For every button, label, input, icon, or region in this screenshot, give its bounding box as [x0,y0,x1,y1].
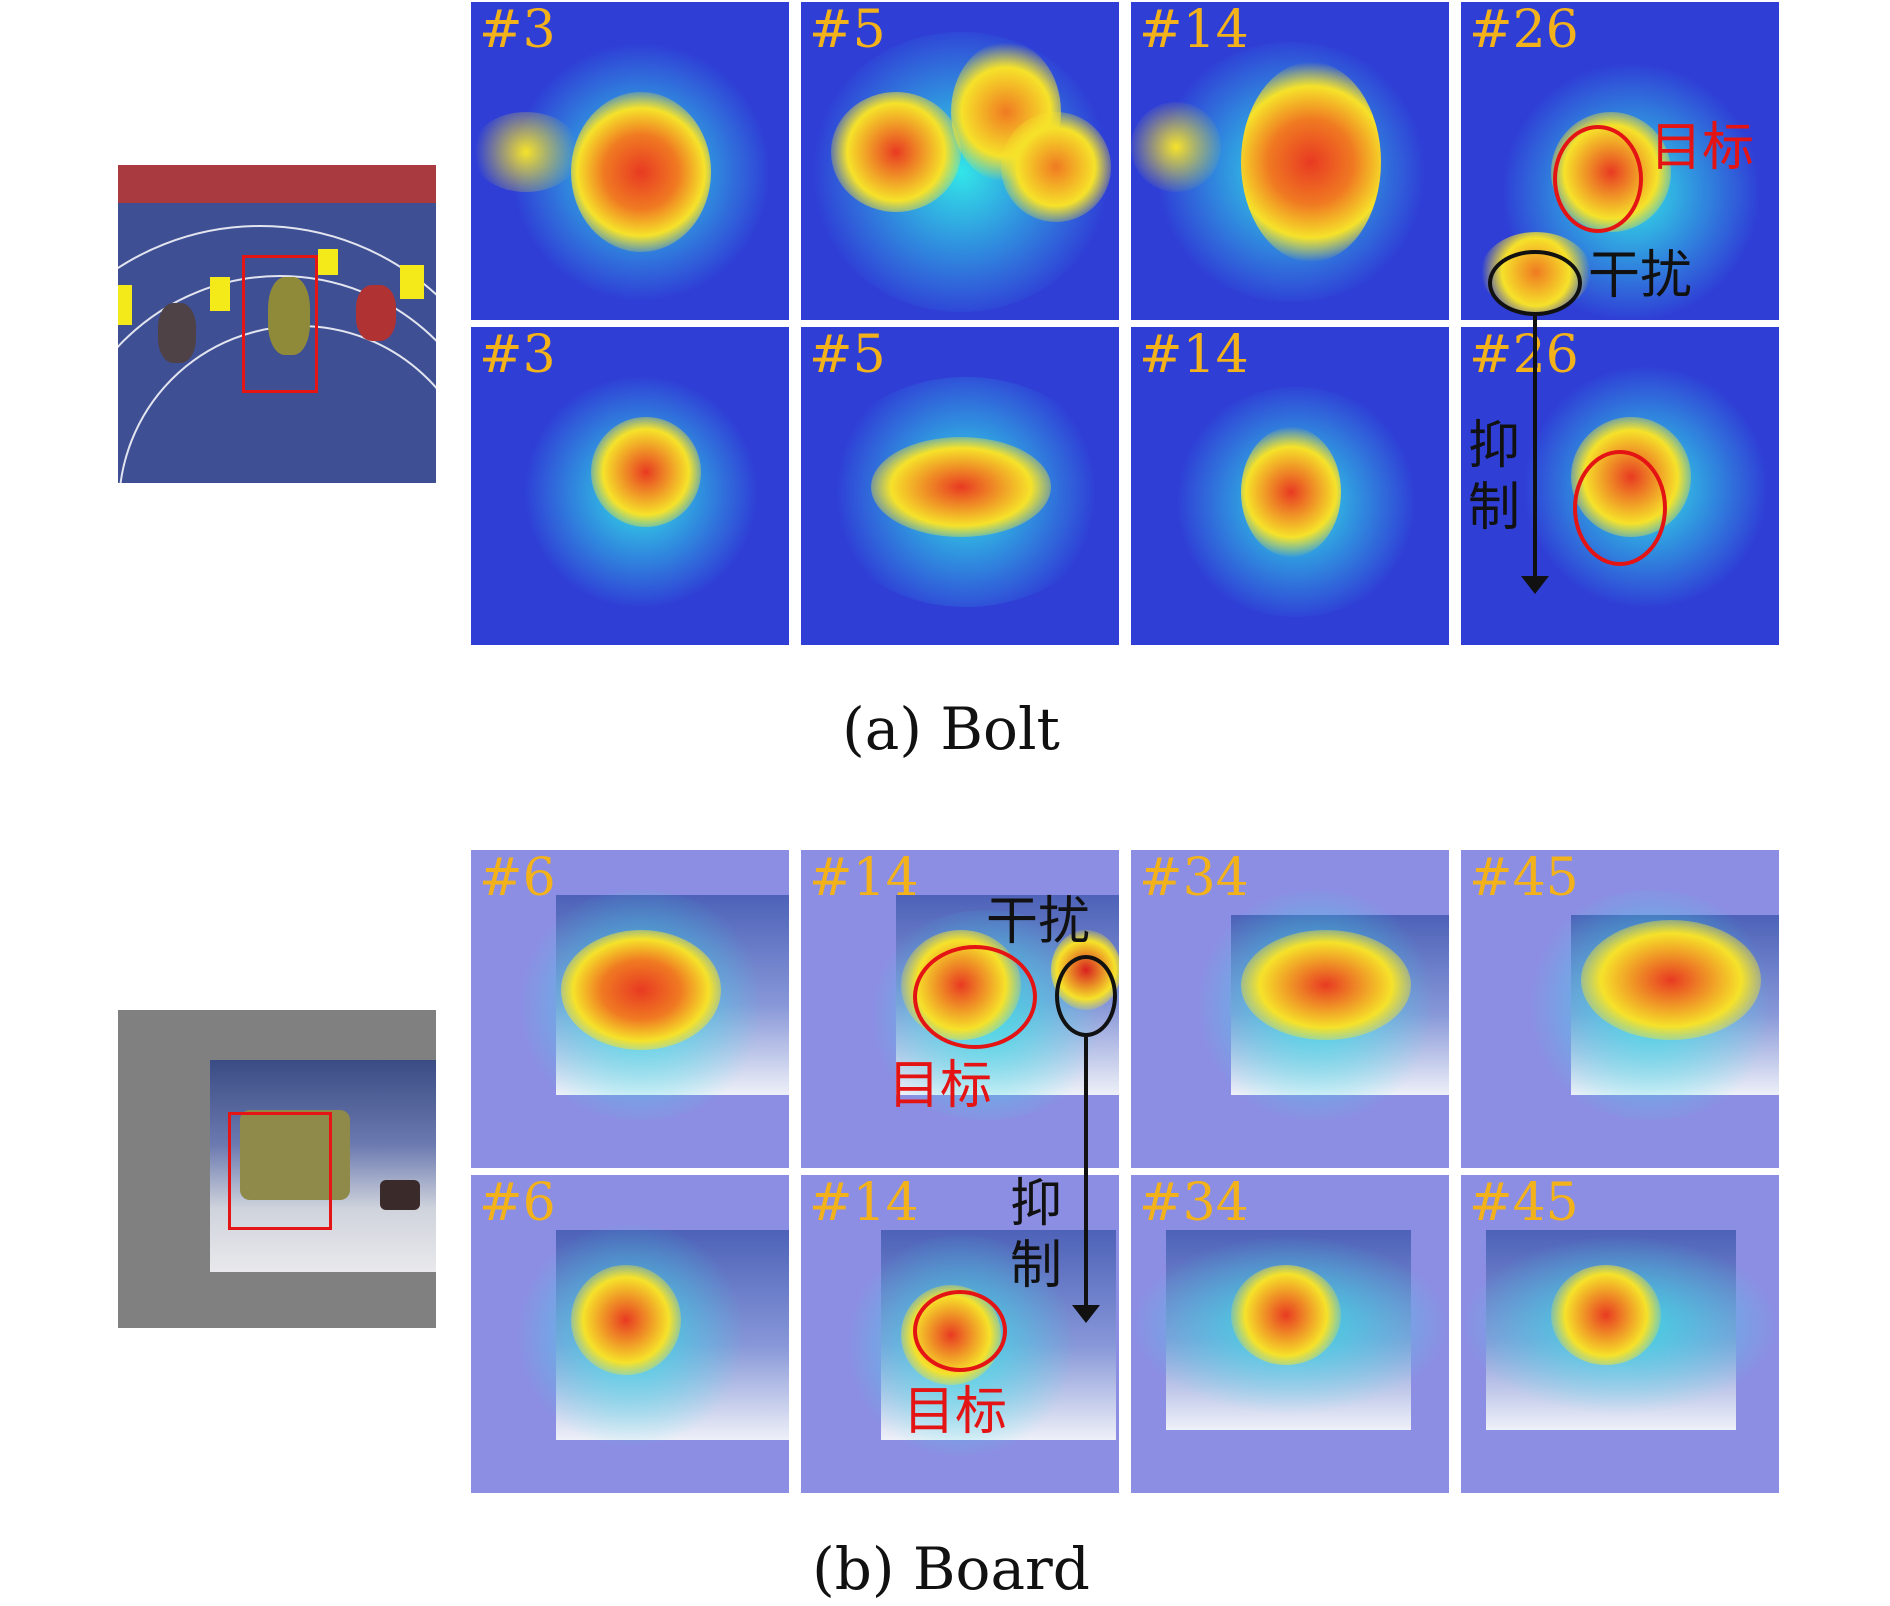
suppress-label-1: 抑 [1010,1174,1063,1234]
board-heatmap-r2-c1: #6 [471,1175,789,1493]
frame-label: #45 [1469,1175,1579,1233]
target-label: 目标 [1650,118,1755,178]
frame-label: #26 [1469,2,1579,60]
target-box [228,1112,332,1230]
frame-label: #14 [1139,2,1249,60]
suppress-arrowhead [1072,1305,1100,1323]
board-heatmap-r2-c3: #34 [1131,1175,1449,1493]
board-heatmap-r1-c1: #6 [471,850,789,1168]
bolt-heatmap-r2-c2: #5 [801,327,1119,645]
suppress-label-1: 抑 [1468,416,1521,476]
bolt-heatmap-r1-c1: #3 [471,2,789,320]
suppress-arrowhead [1521,576,1549,594]
caption-board: (b) Board [812,1535,1090,1603]
board-heatmap-r1-c4: #45 [1461,850,1779,1168]
target-ellipse [1553,125,1643,233]
frame-label: #6 [479,850,556,908]
board-search-image [118,1010,436,1328]
bolt-heatmap-r2-c3: #14 [1131,327,1449,645]
bolt-heatmap-r1-c3: #14 [1131,2,1449,320]
target-ellipse [913,945,1037,1049]
distractor-ellipse [1488,250,1582,316]
suppress-label-2: 制 [1010,1236,1063,1296]
frame-label: #14 [809,1175,919,1233]
frame-label: #5 [809,327,886,385]
frame-label: #34 [1139,1175,1249,1233]
bolt-heatmap-r2-c1: #3 [471,327,789,645]
frame-label: #34 [1139,850,1249,908]
target-ellipse [1573,450,1667,566]
suppress-arrow [1084,1037,1088,1307]
target-label: 目标 [888,1056,993,1116]
bolt-heatmap-r1-c2: #5 [801,2,1119,320]
board-heatmap-r1-c3: #34 [1131,850,1449,1168]
suppress-label-2: 制 [1468,478,1521,538]
frame-label: #5 [809,2,886,60]
distractor-label: 干扰 [1588,246,1693,306]
target-box [242,255,318,393]
frame-label: #14 [809,850,919,908]
target-label: 目标 [903,1382,1008,1442]
distractor-label: 干扰 [986,892,1091,952]
board-heatmap-r2-c4: #45 [1461,1175,1779,1493]
frame-label: #3 [479,327,556,385]
frame-label: #45 [1469,850,1579,908]
frame-label: #6 [479,1175,556,1233]
caption-bolt: (a) Bolt [842,695,1060,763]
frame-label: #3 [479,2,556,60]
suppress-arrow [1533,316,1537,576]
frame-label: #26 [1469,327,1579,385]
distractor-ellipse [1055,955,1117,1037]
target-ellipse [913,1290,1007,1372]
bolt-search-image [118,165,436,483]
frame-label: #14 [1139,327,1249,385]
